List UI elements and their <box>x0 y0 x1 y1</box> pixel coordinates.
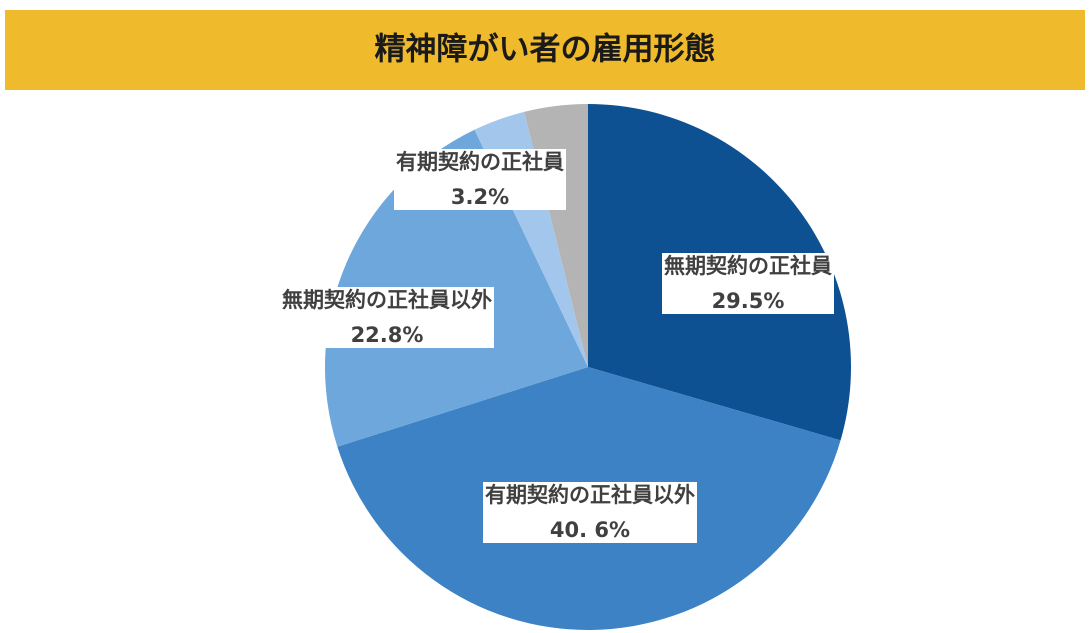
label-background <box>662 253 834 314</box>
title-bar <box>5 10 1085 90</box>
label-background <box>394 149 566 210</box>
label-background <box>280 287 494 348</box>
data-label: 無期契約の正社員 29.5% <box>662 253 834 314</box>
data-label: 無期契約の正社員以外 22.8% <box>280 287 494 348</box>
data-label: 有期契約の正社員 3.2% <box>394 149 566 210</box>
label-background <box>483 482 697 543</box>
labels: 無期契約の正社員 29.5% 有期契約の正社員以外 40. 6% 無期契約の正社員以外 2… <box>280 149 834 543</box>
label-category: 無期契約の正社員 <box>664 254 832 278</box>
label-value: 29.5% <box>712 289 785 313</box>
label-category: 有期契約の正社員 <box>396 150 564 174</box>
chart-title: 精神障がい者の雇用形態 <box>375 32 716 68</box>
label-value: 22.8% <box>351 323 424 347</box>
label-category: 有期契約の正社員以外 <box>485 483 695 507</box>
data-label: 有期契約の正社員以外 40. 6% <box>483 482 697 543</box>
label-value: 40. 6% <box>550 518 630 542</box>
label-category: 無期契約の正社員以外 <box>282 288 492 312</box>
label-value: 3.2% <box>451 185 509 209</box>
